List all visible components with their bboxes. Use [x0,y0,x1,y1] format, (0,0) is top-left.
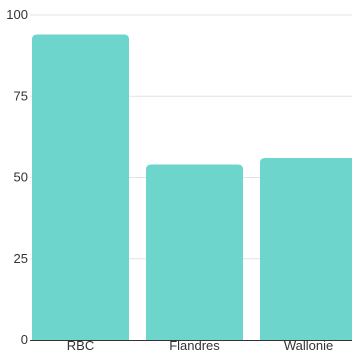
bar-rbc [32,34,129,340]
y-tick-label-75: 75 [14,88,28,103]
x-tick-label-wallonie: Wallonie [284,338,333,353]
x-axis-labels: RBC Flandres Wallonie [67,338,333,353]
x-tick-label-flandres: Flandres [169,338,220,353]
x-tick-label-rbc: RBC [67,338,94,353]
y-tick-label-100: 100 [6,7,28,22]
y-tick-label-0: 0 [21,332,28,347]
bar-wallonie [260,158,352,340]
bars [32,34,352,340]
y-axis-ticks: 0 25 50 75 100 [6,7,28,347]
y-tick-label-25: 25 [14,251,28,266]
y-tick-label-50: 50 [14,170,28,185]
bar-flandres [146,164,243,340]
